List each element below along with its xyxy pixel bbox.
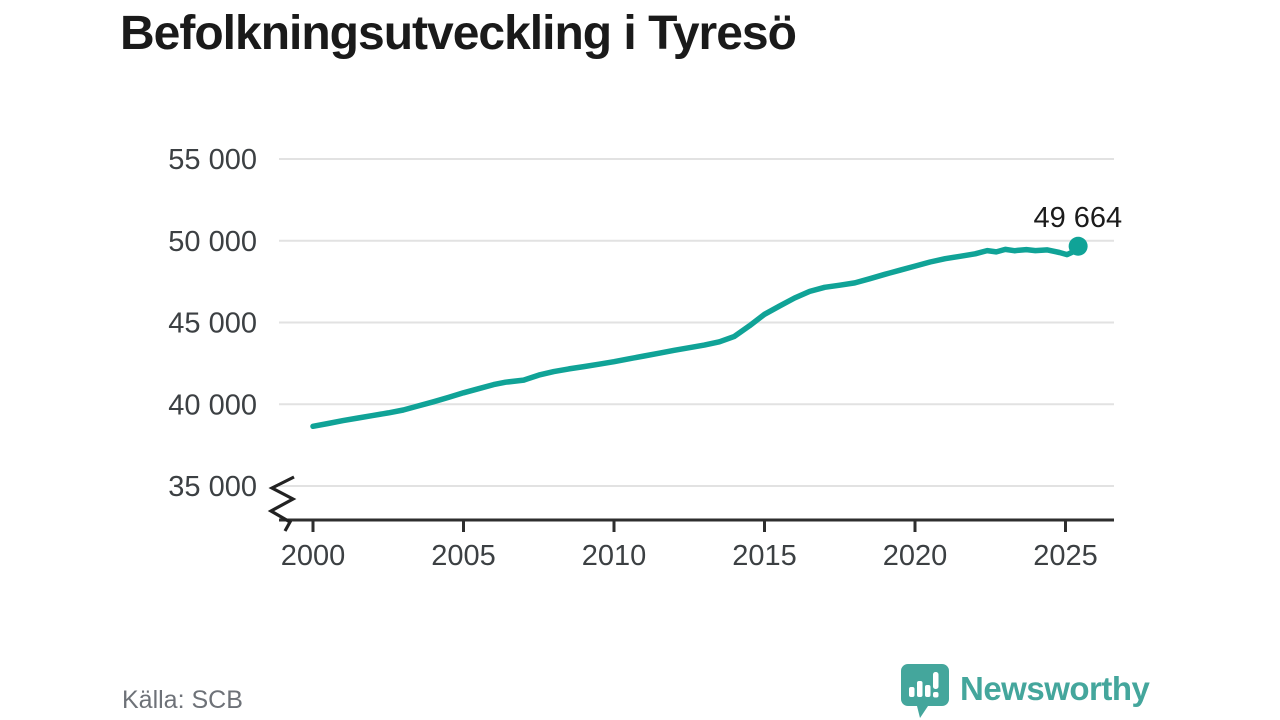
x-axis-tick-label: 2000 [281,540,346,572]
y-axis-tick-label: 40 000 [168,389,257,421]
population-line-series [310,243,1081,430]
x-axis-tick-label: 2020 [883,540,948,572]
x-axis-tick-label: 2015 [732,540,797,572]
newsworthy-logo: Newsworthy [900,663,1160,719]
y-axis-tick-label: 35 000 [168,471,257,503]
chart-title: Befolkningsutveckling i Tyresö [120,7,797,60]
end-point-value-label: 49 664 [1033,202,1122,234]
axis-break-icon [267,475,297,532]
x-axis-tick-label: 2005 [431,540,496,572]
x-axis-tick-label: 2025 [1033,540,1098,572]
source-note: Källa: SCB [122,686,243,714]
newsworthy-bubble-chart-icon [901,664,949,718]
y-axis-tick-label: 55 000 [168,144,257,176]
newsworthy-wordmark: Newsworthy [960,670,1150,707]
x-axis-tick-label: 2010 [582,540,647,572]
y-axis-tick-label: 45 000 [168,308,257,340]
end-point-dot [1068,236,1088,256]
y-axis-tick-label: 50 000 [168,226,257,258]
